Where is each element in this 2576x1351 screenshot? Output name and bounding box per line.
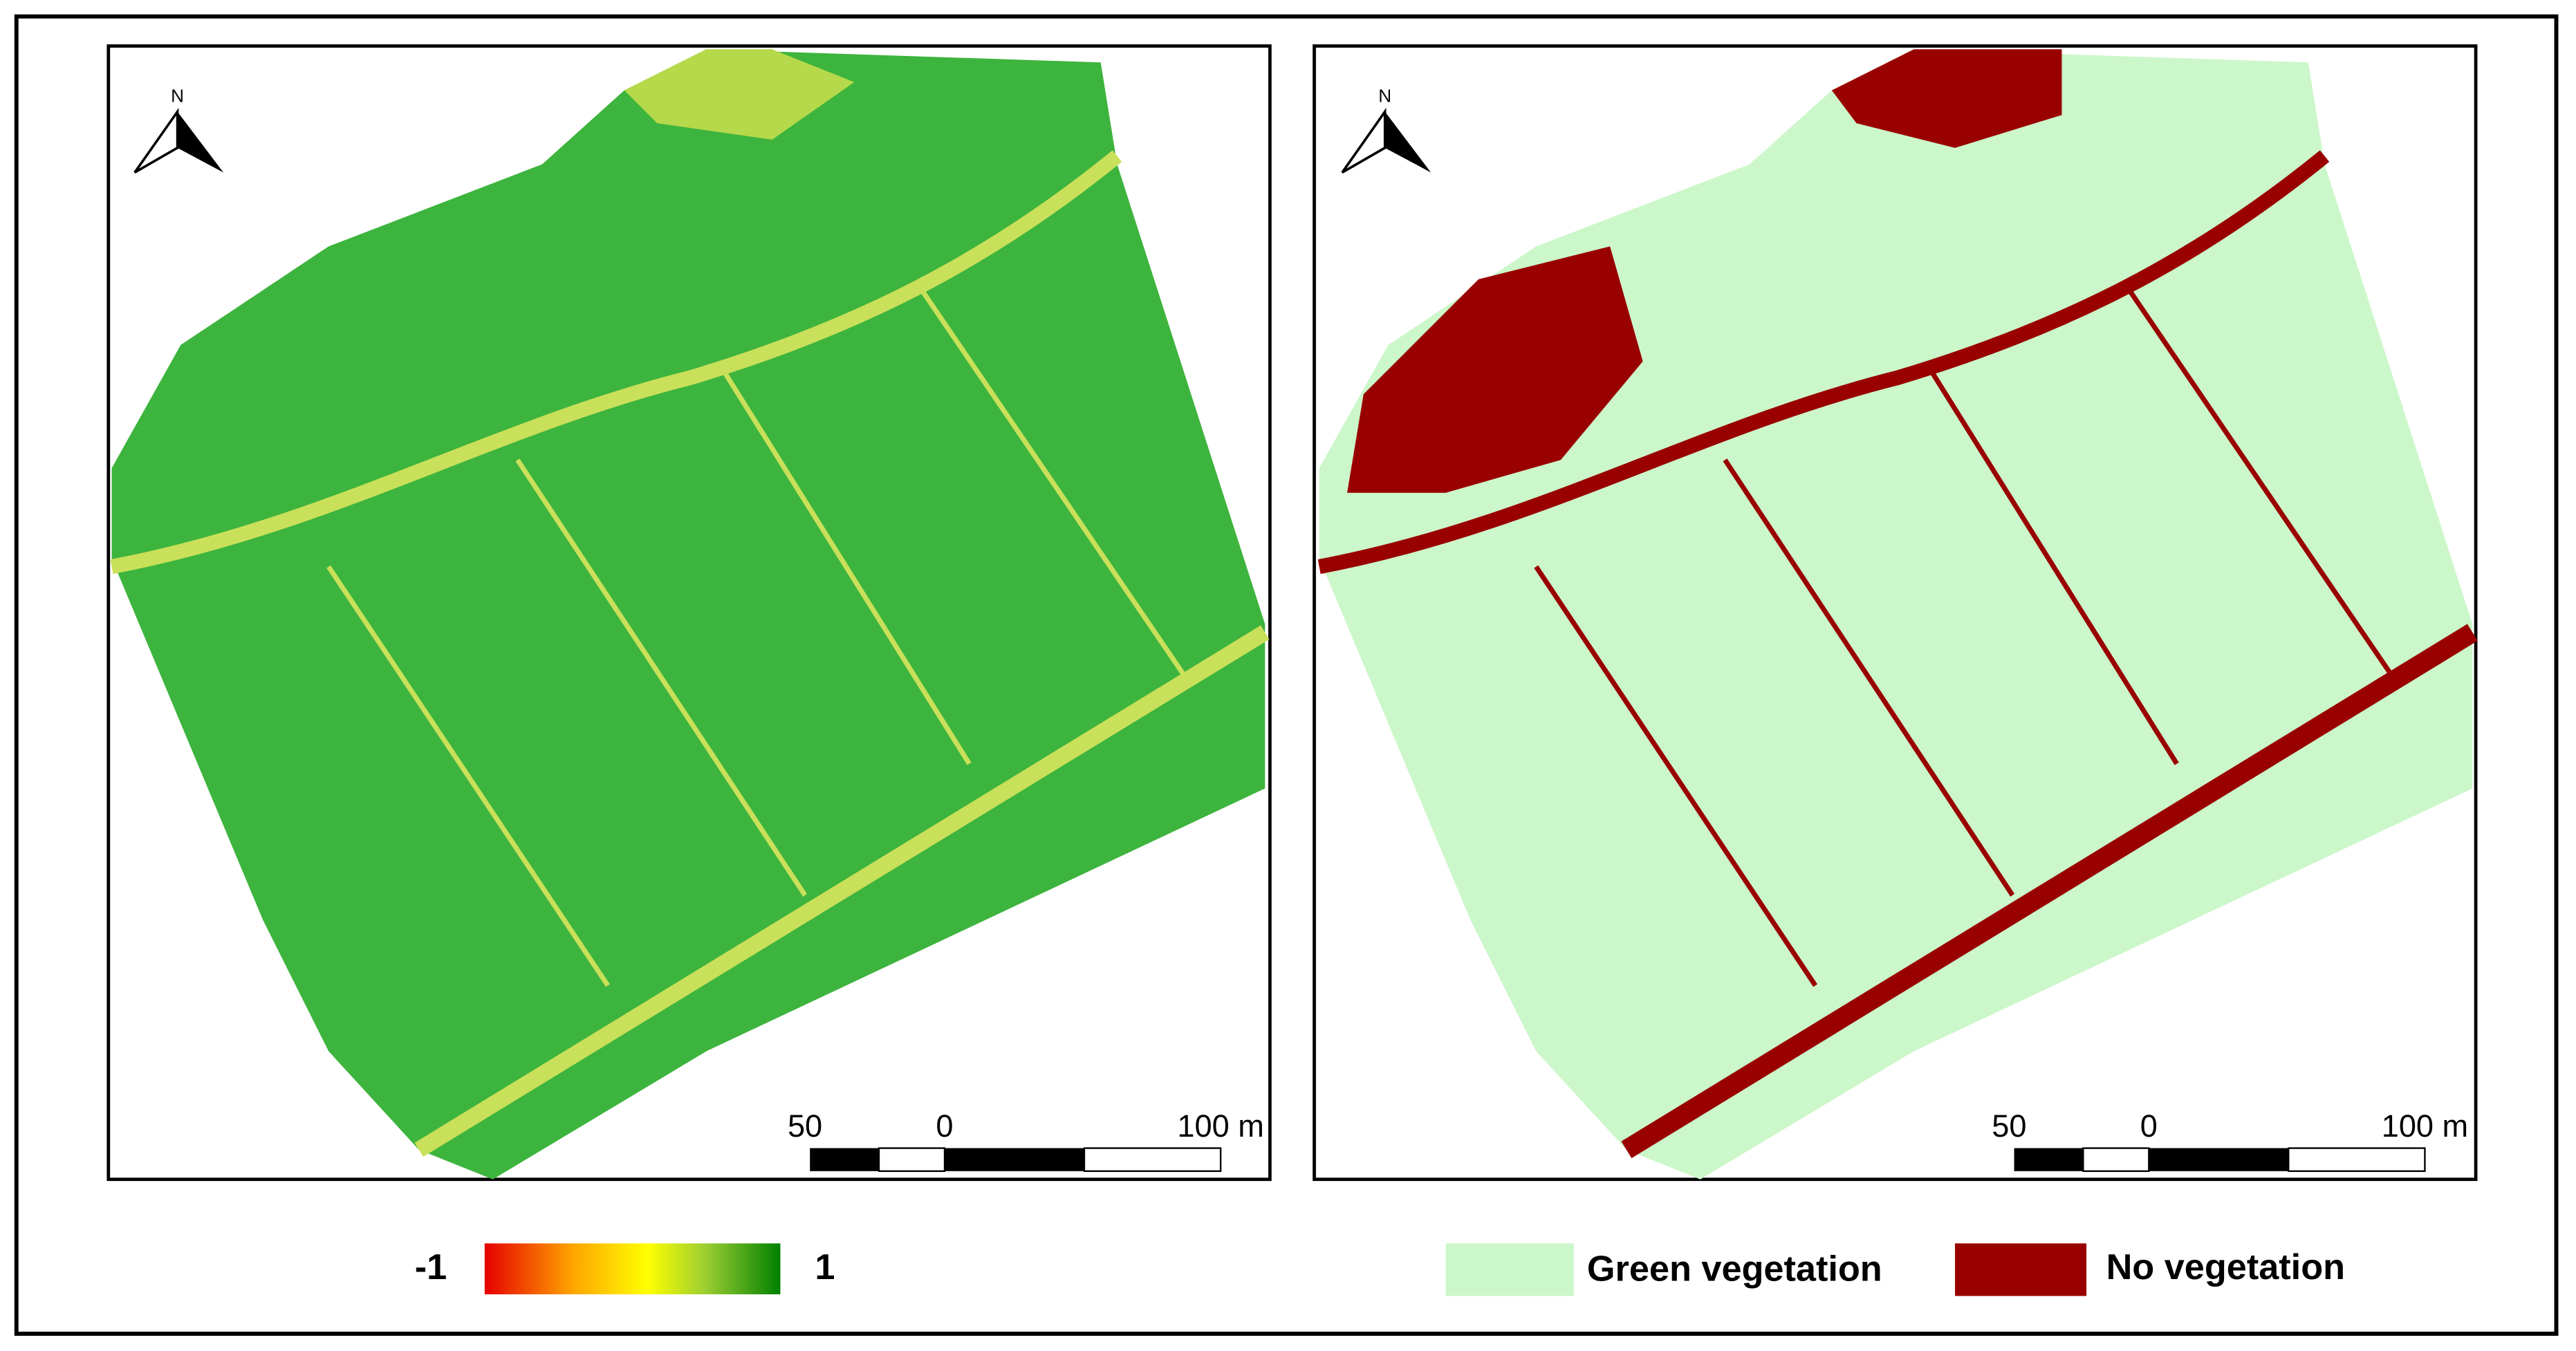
index-map-area [111, 49, 1266, 1180]
scale-label: 0 [936, 1108, 953, 1144]
index-legend: -1 1 [415, 1243, 835, 1295]
index-map-road [414, 625, 1270, 1157]
legend-label: No vegetation [2106, 1247, 2345, 1287]
north-label: N [171, 85, 184, 106]
north-arrow: N [1341, 85, 1431, 174]
scale-label: 50 [788, 1108, 822, 1144]
scale-label: 100 m [2382, 1108, 2468, 1144]
class-map-road [1621, 624, 2478, 1159]
scale-bar: 50 0 100 m [1992, 1108, 2468, 1173]
class-map-patch [1347, 246, 1643, 493]
scale-bar: 50 0 100 m [788, 1108, 1264, 1173]
legend-min-label: -1 [415, 1247, 447, 1287]
scale-label: 50 [1992, 1108, 2026, 1144]
legend-swatch [1445, 1243, 1574, 1296]
color-ramp [484, 1243, 781, 1295]
class-map-field-lines [1534, 286, 2393, 987]
class-legend: Green vegetation No vegetation [1445, 1243, 2345, 1296]
north-label: N [1378, 85, 1391, 106]
legend-max-label: 1 [815, 1247, 835, 1287]
scale-label: 100 m [1177, 1108, 1263, 1144]
index-map-road [110, 150, 1122, 575]
index-map-field-lines [326, 286, 1185, 987]
class-map-road [1317, 150, 2330, 575]
index-map-panel: N 50 0 100 m [106, 44, 1272, 1182]
index-map-patch [624, 49, 855, 140]
legend-swatch [1955, 1243, 2087, 1296]
class-map-panel: N 50 0 100 m [1313, 44, 2478, 1182]
class-map-patch [1831, 49, 2062, 148]
scale-label: 0 [2140, 1108, 2158, 1144]
legend-label: Green vegetation [1587, 1249, 1882, 1289]
